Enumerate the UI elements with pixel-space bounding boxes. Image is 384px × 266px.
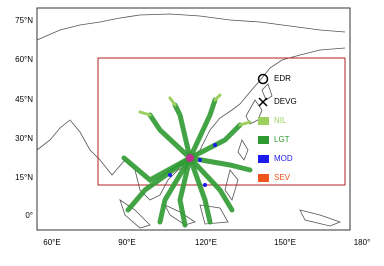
- legend-label: EDR: [274, 74, 291, 83]
- region-box: [97, 57, 346, 186]
- lon-label: 60°E: [43, 238, 60, 247]
- lat-labels: 75°N 60°N 45°N 30°N 15°N 0°: [15, 16, 33, 220]
- legend-label: MOD: [274, 154, 293, 163]
- legend-swatch: [258, 174, 269, 182]
- legend-swatch: [258, 117, 269, 125]
- lon-labels: 60°E 90°E 120°E 150°E 180°: [43, 238, 370, 247]
- lon-label: 180°: [354, 238, 371, 247]
- lat-label: 45°N: [15, 95, 33, 104]
- lon-label: 150°E: [274, 238, 296, 247]
- lat-label: 60°N: [15, 55, 33, 64]
- legend-swatch: [258, 155, 269, 163]
- legend-circle-symbol: [257, 73, 269, 85]
- legend-cross-symbol: [258, 97, 268, 107]
- lon-label: 90°E: [118, 238, 135, 247]
- legend-label: SEV: [274, 173, 291, 182]
- map-frame: [36, 7, 351, 231]
- lon-label: 120°E: [195, 238, 217, 247]
- lat-label: 0°: [25, 211, 33, 220]
- legend: EDR DEVG NIL LGT MOD SEV: [257, 73, 297, 182]
- lat-label: 30°N: [15, 134, 33, 143]
- legend-label: LGT: [274, 135, 290, 144]
- legend-label: DEVG: [274, 97, 297, 106]
- legend-label: NIL: [274, 116, 287, 125]
- lat-label: 15°N: [15, 173, 33, 182]
- lat-label: 75°N: [15, 16, 33, 25]
- legend-swatch: [258, 136, 269, 144]
- flight-tracks: [121, 93, 253, 228]
